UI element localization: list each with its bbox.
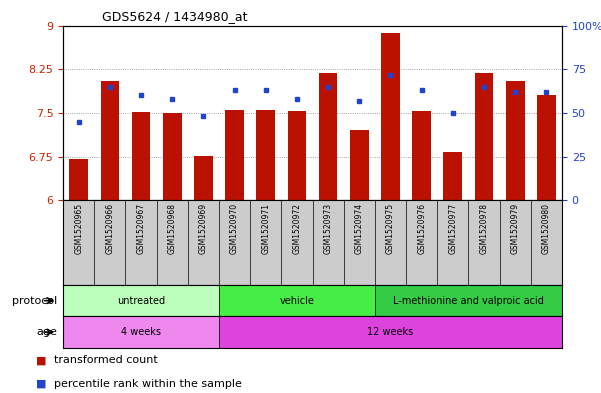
Text: GSM1520978: GSM1520978	[480, 203, 489, 254]
Bar	[219, 316, 562, 348]
Text: vehicle: vehicle	[279, 296, 314, 306]
Bar	[350, 130, 368, 200]
Text: untreated: untreated	[117, 296, 165, 306]
Text: ■: ■	[36, 379, 46, 389]
Bar	[375, 285, 562, 316]
Bar	[100, 81, 119, 200]
Bar	[257, 110, 275, 200]
Text: transformed count: transformed count	[54, 356, 158, 365]
Text: GSM1520977: GSM1520977	[448, 203, 457, 254]
Text: GSM1520970: GSM1520970	[230, 203, 239, 254]
Bar	[194, 156, 213, 200]
Bar	[63, 316, 219, 348]
Bar	[219, 285, 375, 316]
Bar	[225, 110, 244, 200]
Bar	[506, 81, 525, 200]
Text: GSM1520975: GSM1520975	[386, 203, 395, 254]
Bar	[537, 95, 556, 200]
Bar	[132, 112, 150, 200]
Text: GSM1520973: GSM1520973	[323, 203, 332, 254]
Bar	[319, 73, 338, 200]
Text: 12 weeks: 12 weeks	[367, 327, 413, 337]
Bar	[412, 111, 431, 200]
Bar	[163, 113, 182, 200]
Text: GSM1520980: GSM1520980	[542, 203, 551, 254]
Text: GSM1520965: GSM1520965	[74, 203, 83, 254]
Text: GSM1520979: GSM1520979	[511, 203, 520, 254]
Text: age: age	[36, 327, 57, 337]
Bar	[444, 152, 462, 200]
Text: GDS5624 / 1434980_at: GDS5624 / 1434980_at	[102, 10, 248, 23]
Text: GSM1520969: GSM1520969	[199, 203, 208, 254]
Text: GSM1520966: GSM1520966	[105, 203, 114, 254]
Text: ■: ■	[36, 356, 46, 365]
Bar	[288, 111, 307, 200]
Text: percentile rank within the sample: percentile rank within the sample	[54, 379, 242, 389]
Text: GSM1520971: GSM1520971	[261, 203, 270, 254]
Text: GSM1520967: GSM1520967	[136, 203, 145, 254]
Bar	[63, 285, 219, 316]
Text: L-methionine and valproic acid: L-methionine and valproic acid	[393, 296, 544, 306]
Text: protocol: protocol	[12, 296, 57, 306]
Text: GSM1520976: GSM1520976	[417, 203, 426, 254]
Bar	[475, 73, 493, 200]
Bar	[381, 33, 400, 200]
Text: 4 weeks: 4 weeks	[121, 327, 161, 337]
Bar	[69, 159, 88, 200]
Text: GSM1520972: GSM1520972	[293, 203, 302, 254]
Text: GSM1520968: GSM1520968	[168, 203, 177, 254]
Text: GSM1520974: GSM1520974	[355, 203, 364, 254]
